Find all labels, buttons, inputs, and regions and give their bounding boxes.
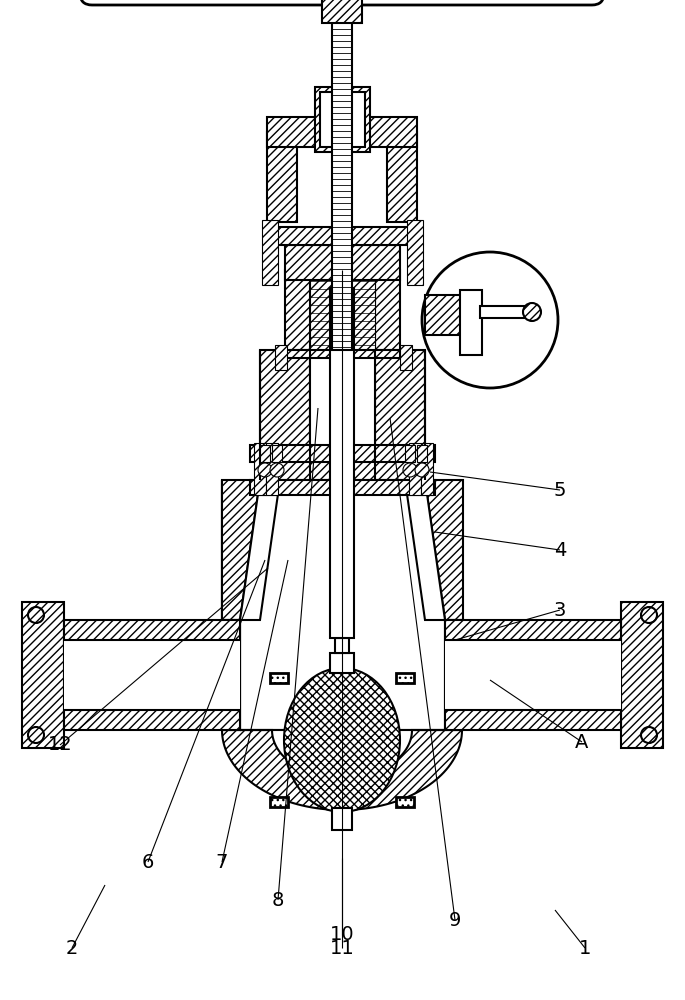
Bar	[405, 445, 415, 462]
Bar	[266, 443, 278, 495]
Bar	[445, 640, 621, 710]
Polygon shape	[267, 132, 297, 222]
Bar	[310, 270, 375, 350]
Polygon shape	[260, 460, 425, 480]
Bar	[270, 673, 288, 683]
Bar	[332, 808, 352, 830]
Polygon shape	[265, 227, 419, 245]
Polygon shape	[285, 350, 400, 358]
Text: A: A	[575, 732, 588, 752]
Bar	[480, 306, 525, 318]
Text: 8: 8	[272, 890, 284, 910]
Circle shape	[415, 463, 429, 477]
Text: 2: 2	[66, 938, 78, 958]
Bar	[262, 220, 278, 285]
Bar	[421, 443, 433, 495]
Polygon shape	[222, 480, 240, 730]
Bar	[335, 638, 349, 653]
Bar	[400, 345, 412, 370]
Text: 1: 1	[579, 938, 591, 958]
Text: 12: 12	[48, 736, 73, 754]
Circle shape	[422, 252, 558, 388]
Text: 5: 5	[553, 481, 566, 499]
Text: 10: 10	[329, 926, 354, 944]
Bar	[275, 345, 287, 370]
Bar	[407, 220, 423, 285]
Circle shape	[270, 463, 284, 477]
Polygon shape	[285, 270, 310, 350]
Ellipse shape	[284, 668, 400, 812]
Bar	[315, 87, 370, 152]
Polygon shape	[64, 620, 240, 730]
Bar	[332, 7, 352, 350]
Text: 3: 3	[553, 600, 566, 619]
Polygon shape	[260, 350, 310, 480]
Bar	[417, 445, 427, 462]
Polygon shape	[250, 445, 435, 462]
Text: 7: 7	[216, 852, 228, 871]
Bar	[254, 443, 266, 495]
Polygon shape	[445, 620, 621, 730]
Polygon shape	[425, 480, 463, 620]
Bar	[260, 445, 270, 462]
Bar	[330, 653, 354, 673]
Bar	[330, 288, 354, 638]
Circle shape	[403, 463, 417, 477]
Circle shape	[28, 727, 44, 743]
Bar	[64, 640, 240, 710]
Polygon shape	[285, 245, 400, 280]
Polygon shape	[405, 480, 445, 620]
Polygon shape	[387, 132, 417, 222]
Text: 6: 6	[142, 852, 154, 871]
Circle shape	[258, 463, 272, 477]
Text: 9: 9	[449, 910, 461, 930]
Text: 4: 4	[553, 540, 566, 560]
Bar	[320, 92, 365, 147]
FancyBboxPatch shape	[80, 0, 604, 5]
Polygon shape	[425, 295, 480, 335]
Polygon shape	[222, 730, 463, 810]
Circle shape	[28, 607, 44, 623]
Polygon shape	[240, 730, 445, 778]
Bar	[396, 797, 414, 807]
Bar	[272, 445, 282, 462]
Polygon shape	[222, 480, 260, 620]
Polygon shape	[250, 480, 435, 495]
Bar	[396, 673, 414, 683]
Polygon shape	[267, 117, 417, 147]
Bar	[270, 797, 288, 807]
Circle shape	[641, 727, 657, 743]
Circle shape	[523, 303, 541, 321]
Polygon shape	[222, 620, 240, 730]
Polygon shape	[621, 602, 663, 748]
Polygon shape	[375, 350, 425, 480]
Bar	[409, 443, 421, 495]
Bar	[310, 350, 375, 480]
Text: 11: 11	[329, 938, 354, 958]
Polygon shape	[375, 270, 400, 350]
Bar	[460, 290, 482, 355]
Circle shape	[641, 607, 657, 623]
Polygon shape	[445, 620, 463, 730]
Bar	[322, 0, 362, 23]
Polygon shape	[240, 480, 280, 620]
Polygon shape	[22, 602, 64, 748]
